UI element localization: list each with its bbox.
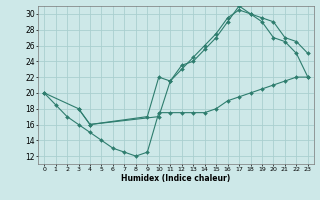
X-axis label: Humidex (Indice chaleur): Humidex (Indice chaleur)	[121, 174, 231, 183]
